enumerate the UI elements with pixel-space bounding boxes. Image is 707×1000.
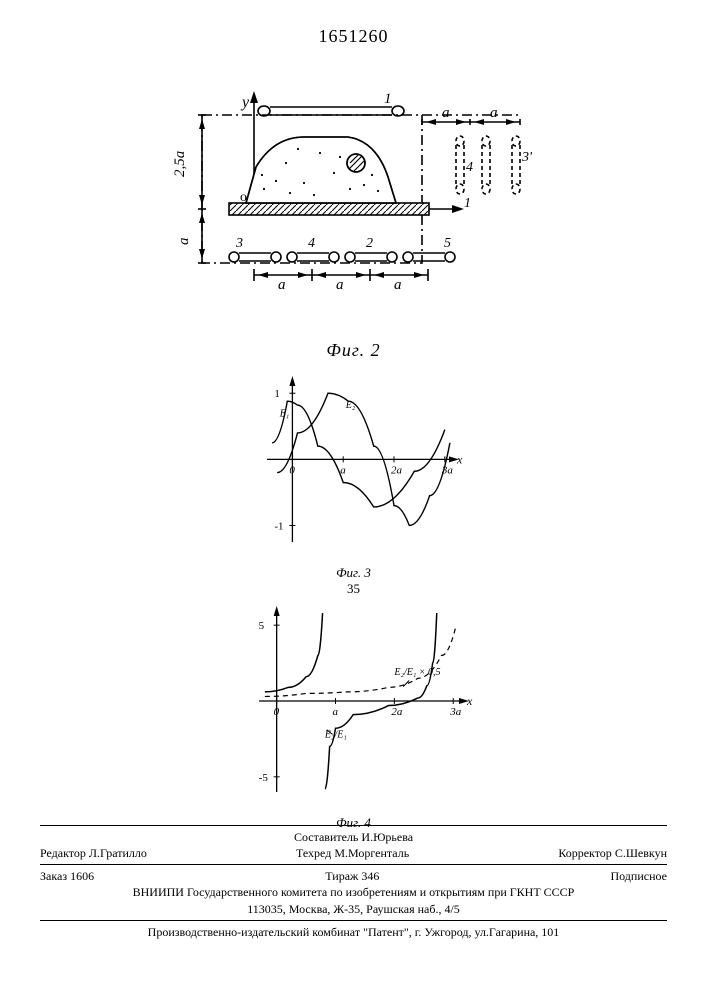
document-number: 1651260: [0, 26, 707, 47]
svg-text:E₂/E₁ × 0,5: E₂/E₁ × 0,5: [393, 667, 440, 678]
svg-text:a: a: [176, 238, 192, 246]
svg-text:E₂/E₁: E₂/E₁: [323, 729, 346, 740]
svg-text:a: a: [442, 105, 450, 121]
svg-text:3': 3': [521, 150, 533, 165]
order-label: Заказ: [40, 869, 67, 883]
figure-3-sub: 35: [239, 581, 469, 597]
svg-text:a: a: [340, 464, 346, 476]
svg-text:0: 0: [273, 706, 279, 718]
svg-text:2: 2: [366, 236, 373, 251]
svg-text:a: a: [490, 105, 498, 121]
figure-2: y 1 о: [164, 85, 544, 361]
svg-text:x: x: [456, 452, 463, 466]
figure-4: 0a2a3a5-5xE₂/E₁E₂/E₁ × 0,5 Фиг. 4: [229, 600, 479, 831]
credits-block: Составитель И.Юрьева Редактор Л.Гратилло…: [40, 822, 667, 940]
order-value: 1606: [70, 869, 94, 883]
figure-3-caption: Фиг. 3: [239, 565, 469, 581]
corrector-label: Корректор: [558, 846, 612, 860]
svg-text:y: y: [240, 94, 250, 111]
svg-text:1: 1: [274, 388, 280, 400]
svg-text:2,5a: 2,5a: [172, 151, 188, 177]
svg-text:-5: -5: [258, 772, 268, 784]
svg-text:2a: 2a: [391, 464, 403, 476]
svg-text:a: a: [336, 277, 344, 293]
svg-text:3a: 3a: [449, 706, 462, 718]
svg-text:4: 4: [308, 236, 315, 251]
svg-text:2a: 2a: [391, 706, 403, 718]
svg-text:5: 5: [258, 620, 264, 632]
tirage-label: Тираж: [325, 869, 358, 883]
svg-text:E₁: E₁: [278, 408, 289, 419]
svg-text:4: 4: [466, 160, 473, 175]
org-address: 113035, Москва, Ж-35, Раушская наб., 4/5: [40, 901, 667, 917]
editor-label: Редактор: [40, 846, 86, 860]
svg-text:0: 0: [289, 464, 295, 476]
corrector-name: С.Шевкун: [615, 846, 667, 860]
figure-2-caption: Фиг. 2: [164, 340, 544, 361]
svg-text:1: 1: [464, 196, 471, 211]
svg-text:1: 1: [384, 91, 392, 107]
editor-name: Л.Гратилло: [89, 846, 147, 860]
compiler-label: Составитель: [294, 830, 358, 844]
tirage-value: 346: [361, 869, 379, 883]
svg-text:a: a: [332, 706, 338, 718]
techred-name: М.Моргенталь: [334, 846, 409, 860]
org-name: ВНИИПИ Государственного комитета по изоб…: [40, 884, 667, 900]
svg-text:E₂: E₂: [344, 400, 355, 411]
svg-text:5: 5: [444, 236, 451, 251]
subscription: Подписное: [610, 868, 667, 884]
figure-3: 0a2a3a1-1xE₁E₂ Фиг. 3 35: [239, 370, 469, 597]
compiler-name: И.Юрьева: [361, 830, 413, 844]
page: 1651260 y 1: [0, 0, 707, 1000]
svg-text:x: x: [466, 694, 473, 708]
svg-text:-1: -1: [274, 520, 283, 532]
techred-label: Техред: [296, 846, 331, 860]
svg-text:a: a: [278, 277, 286, 293]
svg-text:a: a: [394, 277, 402, 293]
printer-line: Производственно-издательский комбинат "П…: [40, 924, 667, 940]
svg-text:3: 3: [235, 236, 243, 251]
